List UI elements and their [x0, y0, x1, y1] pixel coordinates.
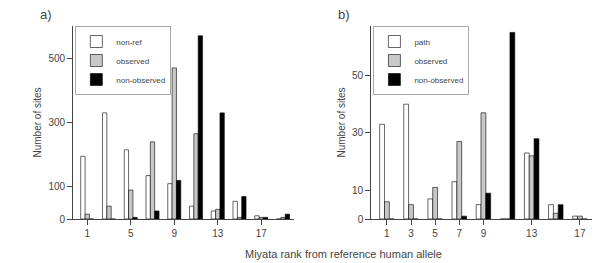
svg-text:5: 5 [432, 228, 438, 239]
svg-text:17: 17 [574, 228, 586, 239]
svg-text:non-ref: non-ref [116, 38, 142, 47]
svg-text:Number of sites: Number of sites [32, 87, 43, 157]
svg-text:30: 30 [352, 127, 364, 138]
svg-text:observed: observed [414, 57, 447, 66]
svg-text:50: 50 [352, 70, 364, 81]
svg-text:path: path [414, 38, 430, 47]
svg-text:0: 0 [60, 214, 66, 225]
svg-text:3: 3 [408, 228, 414, 239]
svg-text:non-observed: non-observed [414, 76, 463, 85]
svg-text:observed: observed [116, 57, 149, 66]
svg-text:10: 10 [352, 185, 364, 196]
svg-text:b): b) [338, 7, 350, 22]
svg-text:Number of sites: Number of sites [336, 87, 347, 157]
svg-text:300: 300 [48, 117, 65, 128]
svg-text:5: 5 [128, 228, 134, 239]
svg-text:non-observed: non-observed [116, 76, 165, 85]
svg-text:a): a) [40, 7, 52, 22]
svg-text:500: 500 [48, 53, 65, 64]
svg-text:13: 13 [526, 228, 538, 239]
svg-text:0: 0 [358, 214, 364, 225]
svg-text:13: 13 [212, 228, 224, 239]
svg-text:17: 17 [256, 228, 268, 239]
svg-text:100: 100 [48, 181, 65, 192]
svg-text:9: 9 [481, 228, 487, 239]
svg-text:9: 9 [171, 228, 177, 239]
svg-text:Miyata rank from reference hum: Miyata rank from reference human allele [245, 248, 442, 260]
svg-text:7: 7 [456, 228, 462, 239]
svg-text:1: 1 [84, 228, 90, 239]
svg-text:1: 1 [384, 228, 390, 239]
